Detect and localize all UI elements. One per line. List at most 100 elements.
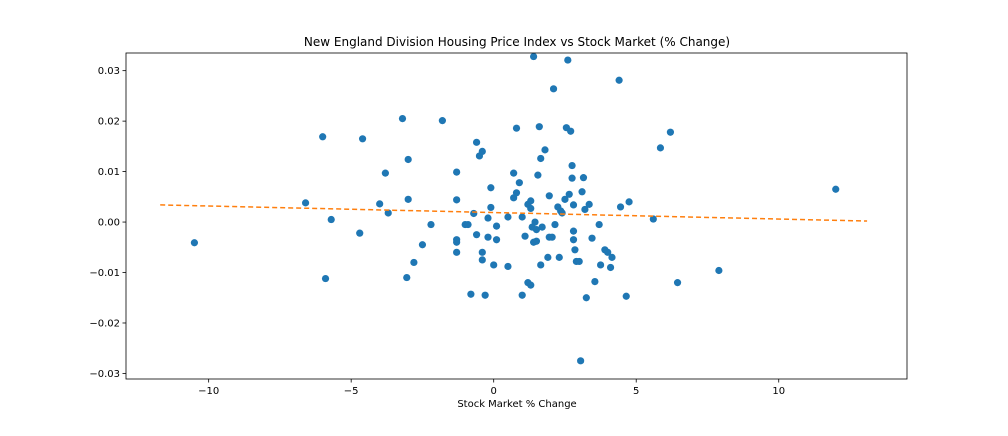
data-point-108: [622, 292, 630, 300]
data-point-43: [504, 213, 512, 221]
data-point-81: [564, 56, 572, 64]
data-point-49: [518, 291, 526, 299]
data-point-35: [484, 214, 492, 222]
data-point-4: [321, 274, 330, 283]
y-tick-label: −0.01: [89, 268, 120, 279]
data-point-8: [376, 200, 384, 208]
data-point-26: [467, 290, 475, 298]
data-point-60: [531, 218, 539, 226]
data-point-107: [616, 203, 625, 211]
data-point-114: [715, 266, 723, 275]
trend-line: [160, 204, 868, 222]
data-point-95: [581, 205, 589, 214]
data-point-105: [608, 253, 616, 261]
data-point-106: [615, 76, 623, 84]
data-point-14: [403, 273, 411, 282]
y-tick-label: 0.01: [98, 167, 120, 178]
data-point-9: [381, 169, 389, 177]
data-point-88: [569, 236, 578, 244]
data-point-115: [832, 185, 840, 193]
data-point-28: [472, 138, 481, 146]
data-point-18: [438, 117, 446, 125]
data-point-82: [565, 190, 573, 198]
data-point-3: [319, 133, 327, 141]
data-point-50: [518, 213, 526, 221]
y-tick-label: −0.02: [89, 318, 120, 329]
data-point-12: [404, 195, 412, 203]
data-point-62: [532, 226, 541, 234]
data-point-37: [487, 184, 495, 192]
data-point-67: [538, 223, 546, 231]
data-point-22: [453, 238, 461, 246]
data-point-86: [569, 201, 578, 209]
data-point-61: [532, 237, 541, 245]
x-tick-label: −10: [198, 386, 219, 397]
data-point-76: [555, 253, 563, 261]
data-point-103: [604, 248, 612, 256]
plot-frame: [125, 52, 908, 380]
data-point-68: [541, 146, 549, 154]
x-tick-label: 10: [772, 386, 785, 397]
data-point-78: [558, 209, 566, 217]
data-point-13: [404, 155, 412, 164]
data-point-64: [535, 123, 543, 131]
data-point-70: [545, 192, 553, 200]
data-point-87: [569, 227, 578, 235]
data-point-54: [527, 281, 535, 289]
data-point-5: [327, 215, 335, 224]
data-point-92: [577, 357, 585, 365]
x-tick-label: 0: [491, 386, 497, 397]
data-point-112: [666, 128, 675, 136]
data-point-56: [527, 204, 535, 213]
data-point-25: [464, 220, 472, 229]
data-point-111: [656, 144, 665, 152]
data-point-20: [453, 196, 461, 204]
data-point-79: [561, 195, 569, 203]
data-point-89: [571, 246, 579, 254]
y-tick-label: 0.00: [98, 218, 120, 229]
data-point-40: [492, 222, 501, 230]
data-point-100: [595, 220, 603, 229]
data-point-33: [478, 256, 486, 264]
data-point-17: [427, 220, 435, 229]
data-point-69: [544, 253, 552, 261]
data-point-34: [481, 291, 489, 299]
y-tick-label: −0.03: [89, 369, 120, 380]
data-point-58: [530, 52, 538, 61]
data-point-109: [625, 198, 633, 206]
data-point-66: [537, 261, 545, 269]
data-point-91: [575, 257, 583, 266]
data-point-98: [588, 234, 596, 242]
data-point-41: [492, 236, 501, 244]
data-point-110: [649, 215, 657, 223]
data-point-63: [534, 171, 542, 179]
data-point-48: [515, 179, 523, 187]
data-point-85: [568, 174, 576, 182]
data-point-46: [512, 124, 521, 132]
data-point-11: [398, 115, 407, 123]
data-point-31: [478, 147, 486, 156]
data-point-96: [582, 294, 590, 302]
data-point-83: [567, 127, 575, 135]
data-point-104: [606, 263, 615, 272]
data-point-27: [470, 209, 478, 218]
data-point-73: [549, 85, 558, 93]
data-point-6: [358, 135, 367, 143]
data-point-23: [453, 248, 461, 256]
axis-layer: −10 −5 0 5 10 −0.03 −0.02 −0.01 0.00 0.01 0.02 0.03: [89, 52, 908, 397]
plot-layer: [160, 52, 868, 365]
x-axis-label: Stock Market % Change: [457, 399, 576, 410]
data-point-93: [578, 188, 586, 196]
data-point-36: [484, 233, 492, 241]
data-point-42: [504, 262, 512, 271]
data-point-32: [478, 248, 486, 256]
data-point-7: [356, 229, 364, 237]
y-tick-label: 0.03: [98, 66, 120, 77]
data-point-16: [418, 241, 427, 249]
data-point-113: [673, 279, 682, 287]
x-tick-label: 5: [633, 386, 639, 397]
data-point-51: [521, 232, 529, 240]
data-point-44: [510, 169, 518, 177]
x-tick-label: −5: [344, 386, 359, 397]
